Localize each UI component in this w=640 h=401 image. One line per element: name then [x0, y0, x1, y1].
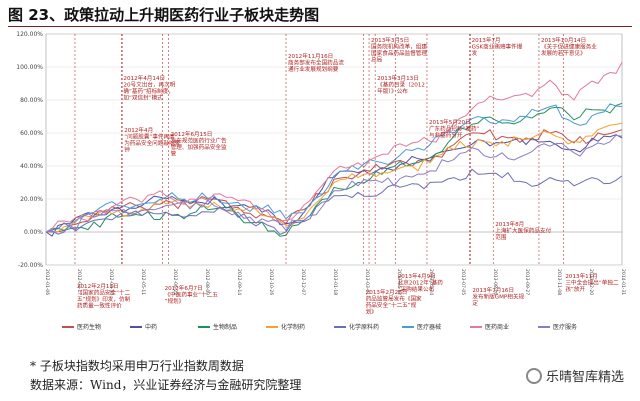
annotation-text: 2013年4月9日北京2012年“基药”采购结果公布	[398, 272, 444, 293]
legend-label: 医疗器械	[417, 323, 441, 331]
annotation-text: 2012年6月15日发布规范医药行业广告管理、加强药品安全监管	[171, 130, 227, 158]
x-tick-label: 2013-07-05	[460, 269, 466, 295]
annotation-text: 2012年4月“问题胶囊”事件再度为药品安全问题敲响警钟	[124, 126, 180, 154]
legend-label: 医药商业	[485, 323, 509, 331]
annotation-text: 2012年6月7日《中医药事业“十二五”规划》	[165, 284, 219, 305]
annotation-text: 2013年3月13日《基药目录（2012 年版）》公布	[377, 74, 425, 95]
legend-label: 医疗服务	[553, 323, 577, 331]
x-tick-label: 2013-12-20	[588, 269, 594, 295]
y-tick-label: -20.00%	[18, 262, 43, 269]
legend-label: 中药	[145, 323, 157, 331]
x-tick-label: 2013-04-12	[396, 269, 402, 295]
wechat-logo-icon	[525, 367, 542, 384]
legend-label: 生物制品	[213, 323, 237, 331]
series-line	[45, 61, 623, 233]
x-tick-label: 2012-09-14	[236, 269, 242, 295]
y-tick-label: 40.00%	[20, 163, 43, 170]
x-tick-label: 2013-01-18	[332, 269, 338, 295]
y-tick-label: 20.00%	[20, 196, 43, 203]
x-tick-label: 2013-03-01	[364, 269, 370, 295]
y-tick-label: 120.00%	[16, 31, 43, 38]
annotation-text: 2013年10月14日《关于促进健康服务业发展的若干意见》	[541, 36, 597, 57]
annotation-text: 2012年4月14日 20号文出台，再次明确“基药”招标制度，加“双信封”模式	[123, 74, 175, 102]
x-tick-label: 2013-08-16	[492, 269, 498, 295]
x-tick-label: 2012-03-30	[108, 269, 114, 295]
series-line	[45, 103, 623, 235]
annotation-text: 2013年7月16日发布新版GMP相关规定	[472, 286, 524, 307]
x-tick-label: 2013-05-24	[428, 269, 434, 295]
series-line	[45, 129, 623, 233]
x-tick-label: 2012-10-26	[268, 269, 274, 295]
annotation-text: 2013年2月26日药品监管局发布《国家药品安全“十二五”规划》	[366, 288, 422, 316]
x-tick-label: 2012-06-22	[172, 269, 178, 295]
footnote: * 子板块指数均采用申万行业指数周数据	[30, 359, 244, 373]
title-rule	[8, 26, 632, 27]
series-line	[45, 122, 623, 233]
x-tick-label: 2013-09-27	[524, 269, 530, 295]
annotation-text: 2013年8月上海扩大医保药品支付范围	[495, 220, 551, 241]
legend-label: 医药生物	[77, 323, 101, 331]
series-line	[45, 168, 623, 235]
watermark: 乐晴智库精选	[525, 366, 624, 385]
x-tick-label: 2012-02-17	[76, 269, 82, 295]
annotation-text: 2012年2月13日《国家药品安全“十二五”规划》印发，仿制药质量一致性评价	[77, 282, 131, 310]
annotation-text: 2013年11月三中全会提出“单独二孩”放开	[565, 272, 619, 293]
annotation-text: 2013年7月 GSK商业贿赂事件爆发	[472, 36, 523, 57]
legend-label: 化学原料药	[349, 323, 379, 331]
watermark-text: 乐晴智库精选	[545, 370, 624, 385]
series-line	[45, 134, 623, 235]
annotation-text: 2013年5月20日广东药品招标“基药”与非基药分开	[429, 118, 480, 139]
x-tick-label: 2012-05-11	[140, 269, 146, 295]
line-chart: -20.00% 0.00% 20.00% 40.00% 60.00% 80.00% 100.…	[16, 31, 626, 331]
y-tick-label: 80.00%	[20, 97, 43, 104]
x-tick-label: 2012-08-03	[204, 269, 210, 295]
series-line	[45, 102, 623, 237]
y-tick-label: 100.00%	[16, 64, 43, 71]
x-tick-label: 2013-11-08	[556, 269, 562, 295]
y-tick-label: 60.00%	[20, 130, 43, 137]
source-text: 数据来源：Wind，兴业证券经济与金融研究院整理	[30, 378, 302, 392]
annotation-text: 2013年3月5日国务院机构改革，组建国家食品药品监督管理总局	[371, 36, 427, 64]
legend-label: 化学制药	[281, 323, 305, 331]
annotation-text: 2012年11月16日商务部发布全国药品流通行业发展规划纲要	[288, 52, 344, 73]
y-tick-label: 0.00%	[24, 229, 43, 236]
series-line	[45, 134, 623, 237]
x-tick-label: 2012-12-07	[300, 269, 306, 295]
x-tick-label: 2014-01-31	[620, 269, 626, 295]
x-tick-label: 2012-01-06	[44, 269, 50, 295]
chart-title: 图 23、政策拉动上升期医药行业子板块走势图	[8, 6, 320, 24]
